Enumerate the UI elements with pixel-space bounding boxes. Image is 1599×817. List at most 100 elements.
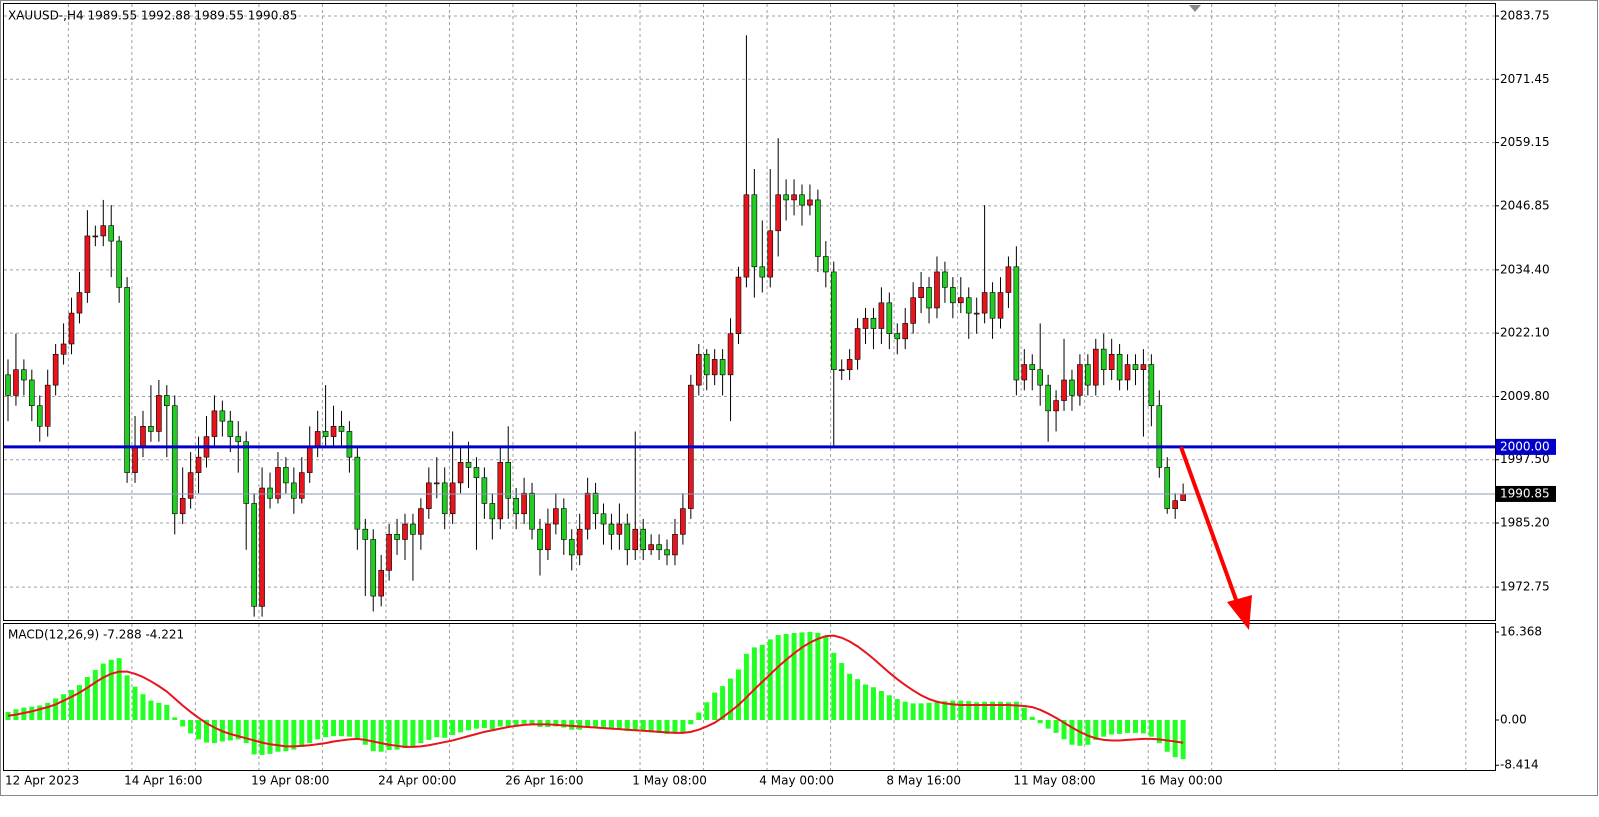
macd-bar: [362, 720, 368, 745]
candle-body: [410, 523, 416, 535]
macd-bar: [132, 686, 138, 721]
macd-bar: [648, 720, 654, 733]
candle-body: [735, 276, 742, 334]
macd-bar: [823, 636, 829, 721]
y-tick-label: 1997.50: [1500, 452, 1550, 466]
candle-body: [926, 287, 932, 309]
macd-bar: [243, 720, 249, 744]
candle-body: [1061, 379, 1067, 401]
x-tick-label: 26 Apr 16:00: [505, 774, 583, 788]
macd-bar: [1180, 720, 1186, 760]
candle-body: [584, 492, 591, 530]
macd-bar: [529, 720, 535, 725]
candle-body: [648, 544, 654, 551]
candle-body: [870, 317, 877, 329]
macd-bar: [847, 673, 853, 721]
x-tick-label: 19 Apr 08:00: [251, 774, 329, 788]
macd-bar: [807, 631, 813, 721]
macd-bar: [712, 692, 718, 721]
macd-bar: [5, 711, 11, 721]
x-tick-label: 16 May 00:00: [1140, 774, 1222, 788]
candle-body: [52, 353, 59, 386]
macd-bar: [704, 702, 710, 721]
macd-bar: [172, 717, 178, 721]
candle-body: [322, 431, 329, 437]
macd-bar: [799, 632, 805, 721]
candle-body: [1140, 364, 1147, 371]
candle-body: [703, 353, 710, 376]
candle-body: [100, 225, 107, 237]
candle-body: [283, 467, 289, 484]
macd-bar: [116, 658, 122, 721]
macd-bar: [434, 720, 440, 738]
macd-bar: [775, 635, 781, 721]
candle-body: [624, 523, 631, 551]
candle-body: [267, 487, 273, 499]
macd-bar: [69, 689, 75, 721]
candle-body: [171, 405, 178, 515]
macd-bar: [1005, 702, 1011, 721]
macd-bar: [227, 720, 233, 741]
candle-body: [1085, 364, 1091, 386]
macd-bar: [878, 690, 884, 721]
macd-bar: [974, 702, 980, 721]
candle-body: [13, 369, 19, 396]
macd-bar: [45, 702, 51, 721]
macd-bar: [601, 720, 606, 728]
candle-body: [1092, 348, 1099, 386]
candle-body: [187, 472, 194, 499]
macd-bar: [1053, 720, 1059, 733]
candle-body: [783, 194, 789, 201]
macd-bar: [561, 720, 567, 728]
macd-bar: [402, 720, 408, 748]
candle-body: [640, 528, 647, 551]
macd-bar: [815, 632, 821, 721]
y-tick-label: 0.00: [1500, 713, 1527, 727]
macd-bar: [426, 720, 432, 740]
candle-body: [29, 379, 35, 407]
macd-bar: [291, 720, 297, 750]
macd-bar: [1109, 720, 1115, 735]
macd-bar: [1021, 707, 1027, 721]
macd-bar: [902, 701, 908, 721]
candle-body: [179, 498, 186, 515]
macd-bar: [410, 720, 416, 747]
candle-body: [807, 199, 813, 206]
candle-body: [592, 492, 599, 515]
macd-bar: [593, 720, 599, 727]
macd-bar: [863, 684, 869, 721]
candle-body: [108, 225, 115, 242]
candle-body: [767, 230, 774, 278]
macd-bar: [346, 720, 352, 737]
level-label: 2000.00: [1500, 439, 1550, 453]
macd-bar: [680, 720, 686, 733]
candle-body: [21, 369, 27, 381]
candle-body: [140, 425, 146, 448]
macd-bar: [1148, 720, 1154, 737]
x-tick-label: 8 May 16:00: [886, 774, 961, 788]
candle-body: [997, 292, 1004, 319]
candle-body: [1045, 384, 1051, 412]
candle-body: [481, 477, 488, 504]
arrow-shaft: [1179, 446, 1241, 609]
macd-bar: [958, 700, 964, 721]
macd-bar: [1125, 720, 1131, 733]
frame: [0, 0, 1598, 796]
macd-bar: [990, 701, 996, 721]
macd-bar: [577, 720, 583, 730]
macd-bar: [204, 720, 209, 743]
macd-bar: [1045, 720, 1051, 729]
candle-body: [751, 194, 758, 268]
macd-bar: [982, 701, 988, 721]
x-tick-label: 14 Apr 16:00: [124, 774, 202, 788]
macd-bar: [188, 720, 194, 734]
candle-body: [608, 523, 615, 535]
candle-body: [44, 384, 51, 427]
macd-bar: [839, 663, 845, 721]
macd-bar: [378, 720, 384, 752]
macd-bar: [124, 675, 130, 721]
candle-body: [1132, 364, 1139, 371]
candle-body: [711, 359, 718, 376]
macd-panel: [3, 623, 1496, 771]
macd-bar: [29, 706, 35, 721]
